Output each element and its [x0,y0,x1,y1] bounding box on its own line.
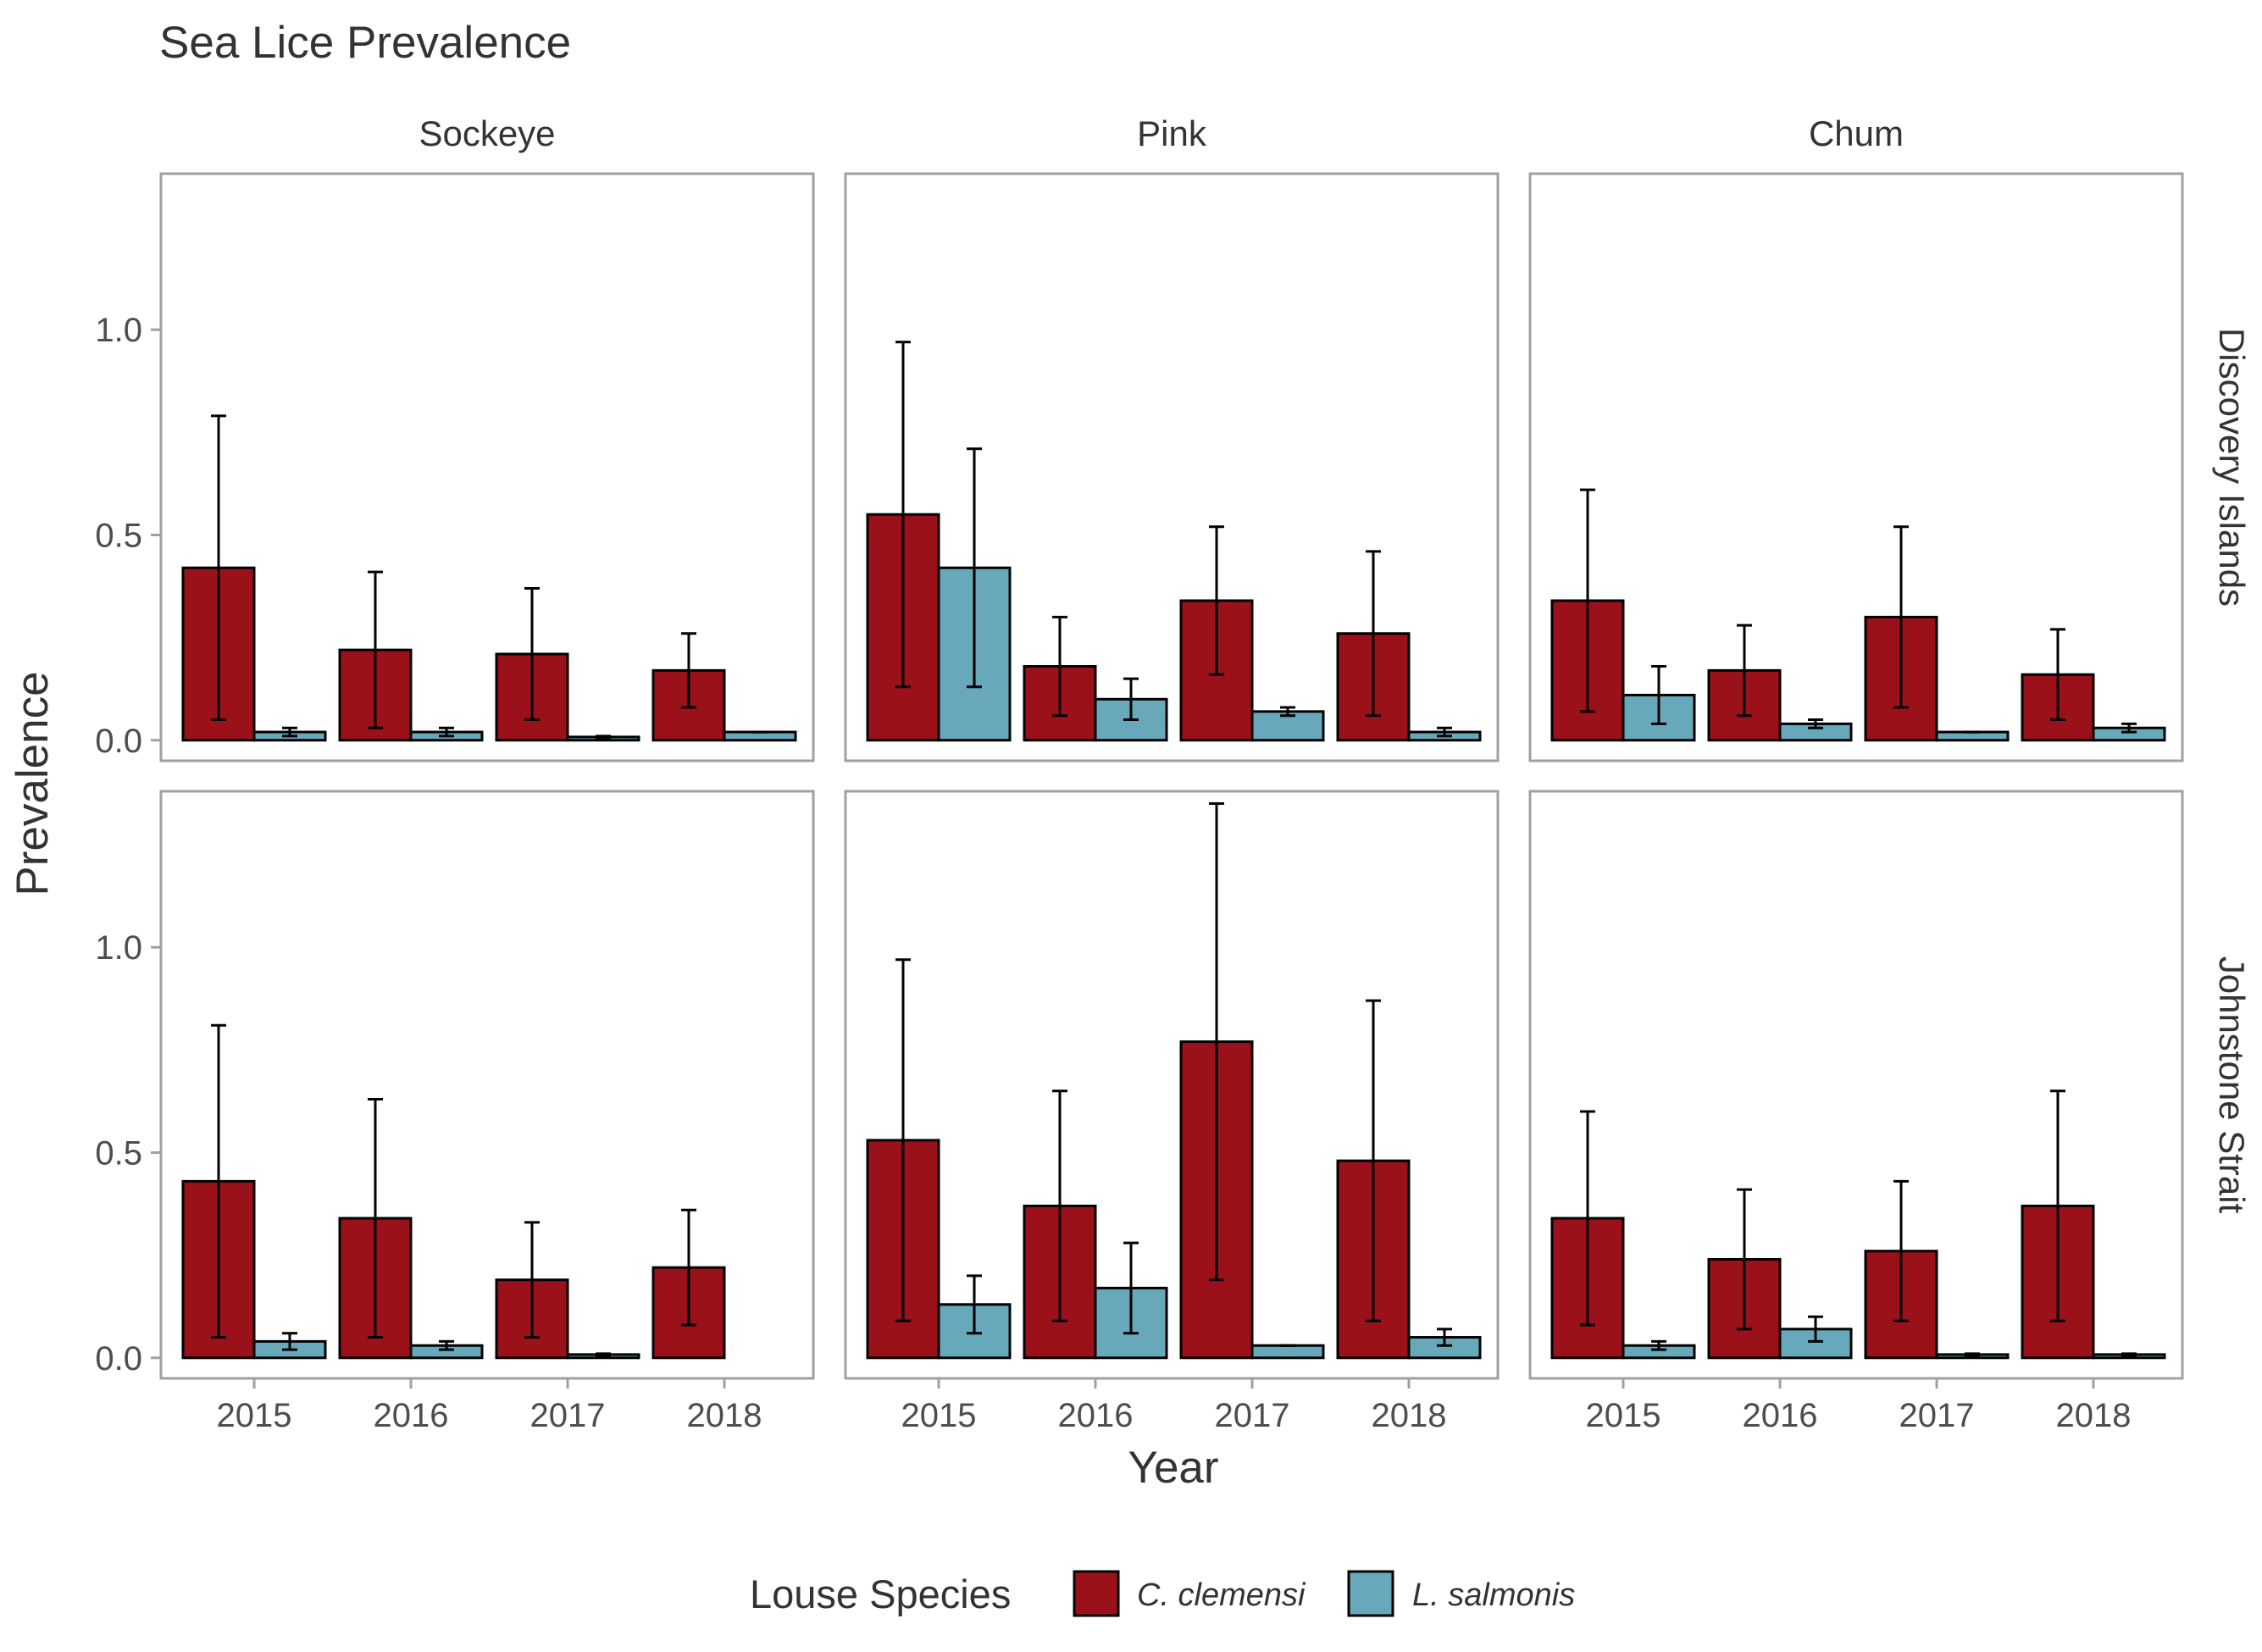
x-tick-label-pink-2015: 2015 [901,1397,977,1434]
x-tick-label-pink-2018: 2018 [1372,1397,1447,1434]
legend-title: Louse Species [750,1572,1011,1616]
x-axis-title: Year [1128,1443,1218,1493]
y-tick-label-johnstone-strait-1: 0.5 [95,1134,142,1172]
legend-key-l-salmonis [1347,1570,1394,1617]
strip-label-johnstone-strait: Johnstone Strait [2212,956,2252,1214]
legend-key-c-clemensi [1073,1570,1120,1617]
panel-sockeye-discovery-islands [159,172,815,762]
x-tick-label-pink-2016: 2016 [1058,1397,1134,1434]
x-tick-label-sockeye-2017: 2017 [530,1397,606,1434]
strip-label-sockeye: Sockeye [419,114,555,153]
y-tick-label-discovery-islands-1: 0.5 [95,517,142,554]
y-tick-label-johnstone-strait-0: 0.0 [95,1340,142,1378]
x-tick-label-pink-2017: 2017 [1215,1397,1290,1434]
chart-title: Sea Lice Prevalence [159,18,571,68]
legend-label-l-salmonis: L. salmonis [1412,1577,1575,1613]
x-tick-label-sockeye-2015: 2015 [217,1397,292,1434]
strip-label-chum: Chum [1809,114,1904,153]
strip-label-discovery-islands: Discovery Islands [2212,328,2252,607]
y-tick-label-discovery-islands-0: 0.0 [95,723,142,760]
panel-chum-discovery-islands [1528,172,2184,762]
x-tick-label-sockeye-2016: 2016 [374,1397,449,1434]
strip-label-pink: Pink [1137,114,1207,153]
y-tick-label-johnstone-strait-2: 1.0 [95,929,142,967]
legend-label-c-clemensi: C. clemensi [1137,1577,1306,1613]
x-tick-label-sockeye-2018: 2018 [687,1397,762,1434]
x-tick-label-chum-2018: 2018 [2056,1397,2132,1434]
y-tick-label-discovery-islands-2: 1.0 [95,312,142,349]
x-tick-label-chum-2017: 2017 [1899,1397,1975,1434]
x-tick-label-chum-2015: 2015 [1586,1397,1661,1434]
x-tick-label-chum-2016: 2016 [1743,1397,1818,1434]
y-axis-title: Prevalence [8,671,58,895]
bar-pink-johnstone-strait-l-salmonis-2017 [1250,1344,1325,1360]
